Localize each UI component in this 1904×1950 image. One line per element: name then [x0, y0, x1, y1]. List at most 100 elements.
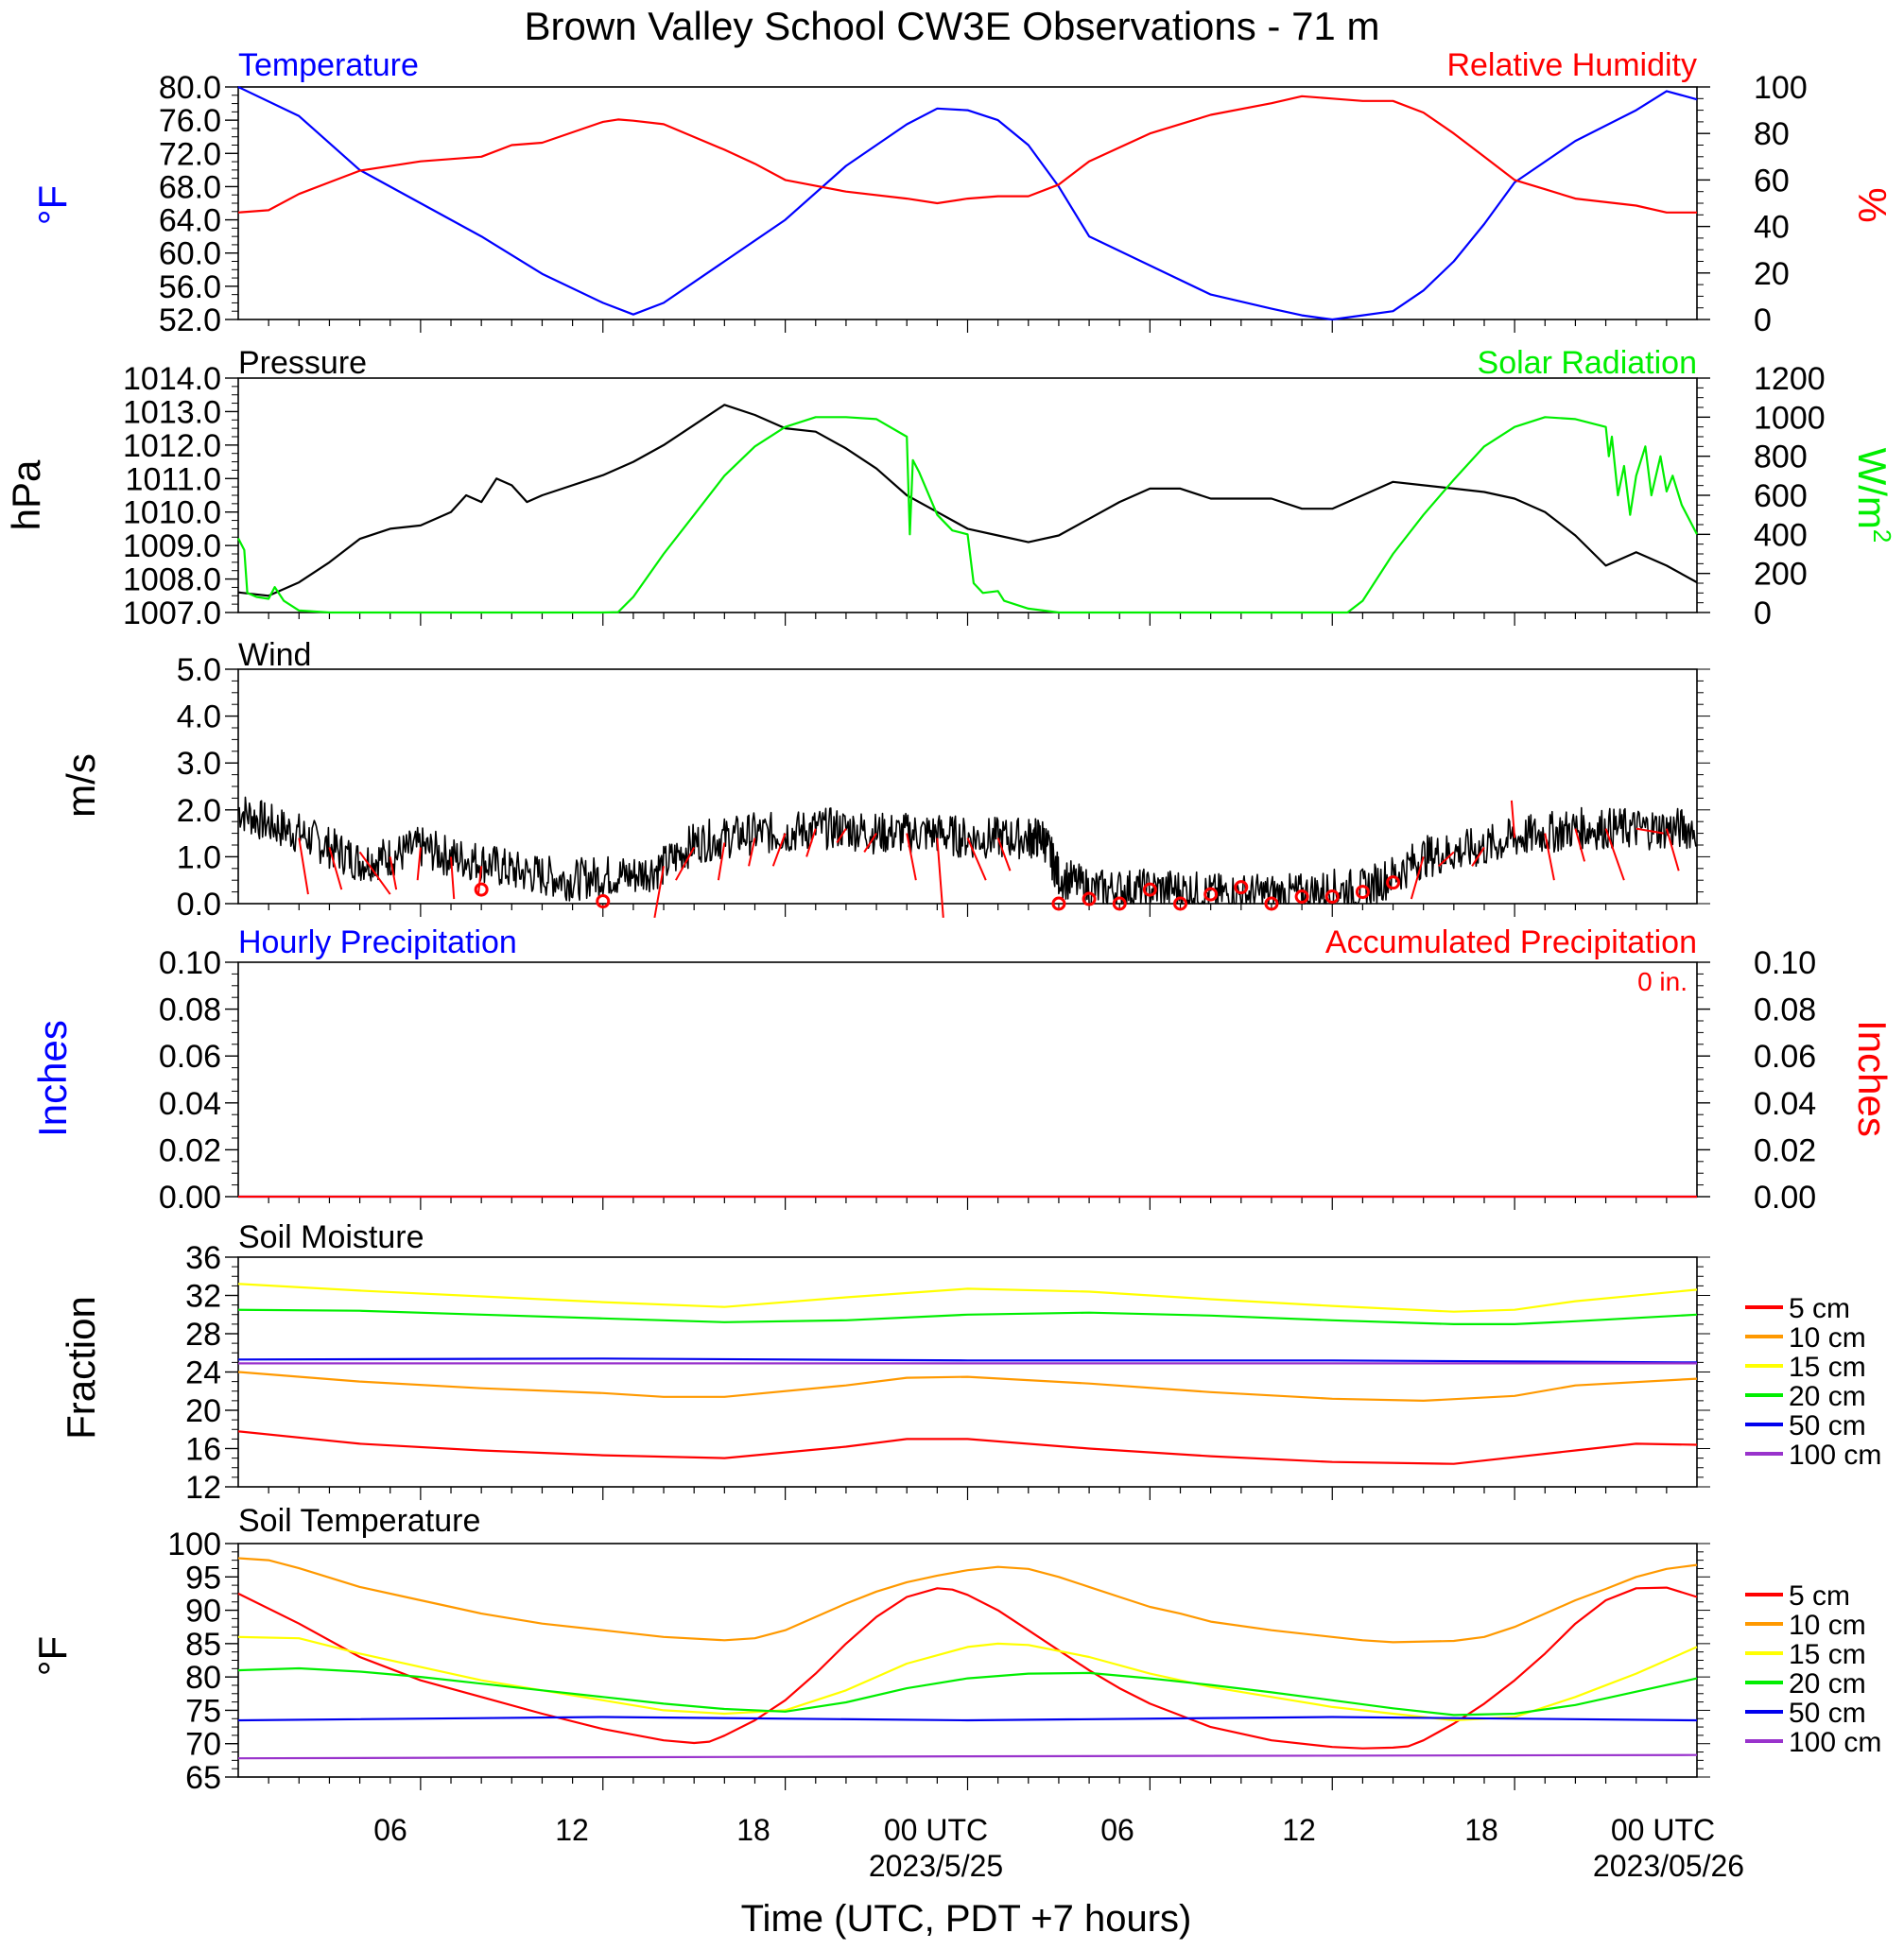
wind-calm-marker	[1355, 885, 1370, 900]
wind-calm-marker	[596, 894, 611, 909]
y-left-tick-label: 0.04	[159, 1086, 221, 1122]
solar-axis-label: W/m2	[1850, 448, 1896, 544]
series-line-pressure	[237, 404, 1698, 597]
y-left-tick-label: 0.02	[159, 1132, 221, 1168]
x-tick-label: 18	[736, 1813, 770, 1847]
legend-label: 10 cm	[1789, 1610, 1866, 1641]
y-left-tick-label: 0.10	[159, 945, 221, 981]
x-axis-title: Time (UTC, PDT +7 hours)	[741, 1898, 1192, 1940]
y-left-tick-label: 0.08	[159, 992, 221, 1028]
y-left-tick-label: 1014.0	[123, 361, 221, 397]
y-left-tick-label: 1009.0	[123, 528, 221, 564]
y-left-tick-label: 28	[185, 1317, 221, 1353]
y-right-tick-label: 100	[1754, 70, 1808, 106]
x-tick-label: 12	[555, 1813, 589, 1847]
wind-barb	[1471, 846, 1485, 867]
wind-barb	[1636, 827, 1664, 835]
wind-calm-marker	[1082, 891, 1097, 906]
y-right-tick-label: 0.04	[1754, 1086, 1816, 1122]
panel-soil-temperature: Soil Temperature °F	[30, 1503, 480, 1676]
x-axis: 06 12 18 00 UTC 06 12 18 00 UTC 2023/5/2…	[373, 1813, 1744, 1940]
series-line-temperature	[237, 86, 1698, 321]
legend-label: 50 cm	[1789, 1410, 1866, 1441]
y-right-tick-label: 40	[1754, 210, 1790, 246]
y-left-tick-label: 76.0	[159, 103, 221, 139]
legend-label: 10 cm	[1789, 1322, 1866, 1354]
temperature-axis-label: °F	[30, 185, 75, 225]
legend-label: 100 cm	[1789, 1727, 1881, 1758]
wind-calm-marker	[1234, 880, 1249, 895]
series-line-15-cm	[237, 1283, 1698, 1313]
legend-label: 5 cm	[1789, 1580, 1850, 1612]
y-right-tick-label: 0	[1754, 302, 1772, 338]
pressure-axis-label: hPa	[4, 459, 48, 530]
y-left-tick-label: 68.0	[159, 169, 221, 205]
y-left-tick-label: 85	[185, 1627, 221, 1663]
wind-calm-marker	[1294, 889, 1309, 905]
wind-barb	[1574, 828, 1586, 862]
wind-barb	[771, 833, 787, 867]
y-left-tick-label: 0.0	[177, 887, 221, 923]
wind-calm-marker	[1386, 875, 1401, 890]
panel-wind: Wind m/s	[59, 637, 311, 818]
series-line-15-cm	[237, 1635, 1698, 1722]
soil-moisture-title: Soil Moisture	[238, 1219, 424, 1255]
y-right-tick-label: 20	[1754, 256, 1790, 292]
soil-temperature-axis-label: °F	[30, 1636, 75, 1676]
y-left-tick-label: 95	[185, 1560, 221, 1596]
y-left-tick-label: 16	[185, 1432, 221, 1468]
series-line-50-cm	[237, 1357, 1698, 1364]
legend-label: 15 cm	[1789, 1352, 1866, 1383]
y-right-tick-label: 0	[1754, 595, 1772, 631]
series-line-solar-radiation	[237, 416, 1698, 614]
y-left-tick-label: 3.0	[177, 746, 221, 782]
wind-barb	[748, 837, 756, 867]
x-tick-label: 18	[1464, 1813, 1498, 1847]
y-left-tick-label: 90	[185, 1594, 221, 1630]
series-line-5-cm	[237, 1586, 1698, 1750]
y-right-tick-label: 0.08	[1754, 992, 1816, 1028]
y-left-tick-label: 64.0	[159, 203, 221, 239]
y-left-tick-label: 0.06	[159, 1039, 221, 1075]
wind-calm-marker	[1142, 882, 1157, 897]
wind-barb	[358, 851, 391, 895]
wind-barb	[1604, 828, 1625, 881]
panel-pressure-solar: Pressure Solar Radiation hPa W/m2	[4, 345, 1896, 543]
series-line-10-cm	[237, 1371, 1698, 1402]
y-left-tick-label: 2.0	[177, 793, 221, 829]
wind-calm-marker	[1264, 896, 1279, 911]
wind-barb	[717, 842, 726, 881]
y-left-tick-label: 0.00	[159, 1180, 221, 1216]
panel-temperature-humidity: Temperature Relative Humidity °F %	[30, 47, 1895, 225]
y-left-tick-label: 56.0	[159, 269, 221, 305]
y-right-tick-label: 600	[1754, 478, 1808, 514]
wind-barb	[966, 837, 987, 881]
series-line-wind	[237, 796, 1697, 905]
legend-label: 20 cm	[1789, 1381, 1866, 1412]
x-date-label: 2023/5/25	[869, 1849, 1003, 1883]
y-right-tick-label: 0.00	[1754, 1180, 1816, 1216]
series-line-100-cm	[237, 1753, 1698, 1760]
precip-right-axis-label: Inches	[1850, 1020, 1895, 1137]
wind-barb	[1438, 851, 1455, 868]
plot-layer: 80.076.072.068.064.060.056.052.0 100 80 60 4…	[123, 70, 1881, 1796]
wind-barb	[863, 833, 877, 853]
x-tick-label: 06	[373, 1813, 407, 1847]
wind-barb	[996, 837, 1012, 871]
y-left-tick-label: 72.0	[159, 136, 221, 172]
y-left-tick-label: 1010.0	[123, 495, 221, 531]
y-left-tick-label: 80	[185, 1660, 221, 1696]
wind-barb	[836, 828, 847, 844]
y-left-tick-label: 65	[185, 1760, 221, 1796]
wind-axis-label: m/s	[59, 753, 103, 818]
accumulated-precip-total: 0 in.	[1637, 967, 1688, 996]
y-left-tick-label: 1.0	[177, 839, 221, 875]
x-tick-label: 00 UTC	[1611, 1813, 1715, 1847]
wind-barb	[653, 866, 666, 919]
pressure-title: Pressure	[238, 345, 367, 381]
series-line-50-cm	[237, 1716, 1698, 1722]
wind-calm-marker	[1112, 896, 1127, 911]
temperature-title: Temperature	[238, 47, 419, 83]
y-right-tick-label: 800	[1754, 440, 1808, 475]
